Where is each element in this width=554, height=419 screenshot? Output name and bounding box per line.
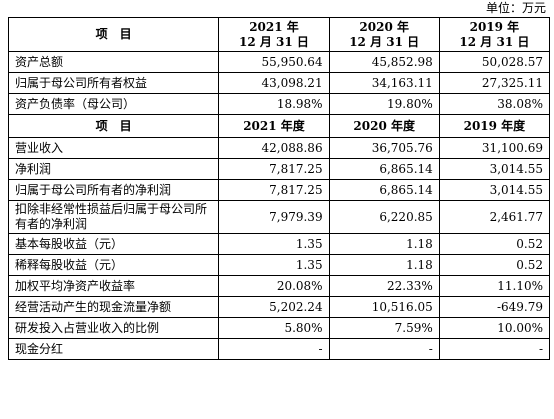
value-cell: 3,014.55 [438,158,551,180]
value-cell: 1.35 [218,254,330,276]
year-header-2019: 2019 年度 [438,114,551,138]
row-label: 基本每股收益（元） [7,233,220,255]
value-cell: 45,852.98 [328,51,440,73]
income-header-row: 项 目 2021 年度 2020 年度 2019 年度 [7,114,551,138]
table-row: 归属于母公司所有者的净利润 7,817.25 6,865.14 3,014.55 [7,179,551,201]
value-cell: 31,100.69 [438,137,551,159]
value-cell: 55,950.64 [218,51,330,73]
financial-summary-table: 项 目 2021 年 12 月 31 日 2020 年 12 月 31 日 2019… [7,17,551,360]
table-row: 资产总额 55,950.64 45,852.98 50,028.57 [7,51,551,73]
value-cell: 1.35 [218,233,330,255]
row-label: 净利润 [7,158,220,180]
table-row: 稀释每股收益（元） 1.35 1.18 0.52 [7,254,551,276]
balance-header-row: 项 目 2021 年 12 月 31 日 2020 年 12 月 31 日 2019… [7,17,551,52]
value-cell: 0.52 [438,254,551,276]
value-cell: 36,705.76 [328,137,440,159]
value-cell: 1.18 [328,254,440,276]
row-label: 稀释每股收益（元） [7,254,220,276]
value-cell: 50,028.57 [438,51,551,73]
row-label: 营业收入 [7,137,220,159]
value-cell: - [438,338,551,360]
value-cell: 7,979.39 [218,200,330,234]
table-row: 现金分红 - - - [7,338,551,360]
table-row: 归属于母公司所有者权益 43,098.21 34,163.11 27,325.1… [7,72,551,94]
year-header-2021: 2021 年度 [218,114,330,138]
table-row: 营业收入 42,088.86 36,705.76 31,100.69 [7,137,551,159]
year-header-2019: 2019 年 12 月 31 日 [438,17,551,52]
value-cell: 7.59% [328,317,440,339]
item-header: 项 目 [7,17,220,52]
value-cell: 6,865.14 [328,158,440,180]
value-cell: 11.10% [438,275,551,297]
table-row: 资产负债率（母公司） 18.98% 19.80% 38.08% [7,93,551,115]
row-label: 加权平均净资产收益率 [7,275,220,297]
value-cell: 10.00% [438,317,551,339]
value-cell: 5.80% [218,317,330,339]
row-label: 归属于母公司所有者权益 [7,72,220,94]
row-label: 归属于母公司所有者的净利润 [7,179,220,201]
unit-label: 单位：万元 [485,1,546,15]
row-label: 资产负债率（母公司） [7,93,220,115]
value-cell: 42,088.86 [218,137,330,159]
value-cell: 2,461.77 [438,200,551,234]
value-cell: 1.18 [328,233,440,255]
year-header-2020: 2020 年 12 月 31 日 [328,17,440,52]
value-cell: 19.80% [328,93,440,115]
value-cell: 5,202.24 [218,296,330,318]
value-cell: 34,163.11 [328,72,440,94]
item-header: 项 目 [7,114,220,138]
table-row: 经营活动产生的现金流量净额 5,202.24 10,516.05 -649.79 [7,296,551,318]
row-label: 经营活动产生的现金流量净额 [7,296,220,318]
table-row: 净利润 7,817.25 6,865.14 3,014.55 [7,158,551,180]
row-label: 扣除非经常性损益后归属于母公司所有者的净利润 [7,200,220,234]
value-cell: 43,098.21 [218,72,330,94]
value-cell: 6,865.14 [328,179,440,201]
value-cell: 18.98% [218,93,330,115]
year-header-2020: 2020 年度 [328,114,440,138]
row-label: 研发投入占营业收入的比例 [7,317,220,339]
table-row: 加权平均净资产收益率 20.08% 22.33% 11.10% [7,275,551,297]
value-cell: - [218,338,330,360]
table-row: 研发投入占营业收入的比例 5.80% 7.59% 10.00% [7,317,551,339]
value-cell: 38.08% [438,93,551,115]
row-label: 资产总额 [7,51,220,73]
table-row: 扣除非经常性损益后归属于母公司所有者的净利润 7,979.39 6,220.85… [7,200,551,234]
value-cell: 7,817.25 [218,158,330,180]
value-cell: 3,014.55 [438,179,551,201]
value-cell: - [328,338,440,360]
value-cell: -649.79 [438,296,551,318]
value-cell: 10,516.05 [328,296,440,318]
value-cell: 27,325.11 [438,72,551,94]
value-cell: 0.52 [438,233,551,255]
value-cell: 22.33% [328,275,440,297]
value-cell: 7,817.25 [218,179,330,201]
table-row: 基本每股收益（元） 1.35 1.18 0.52 [7,233,551,255]
value-cell: 20.08% [218,275,330,297]
year-header-2021: 2021 年 12 月 31 日 [218,17,330,52]
row-label: 现金分红 [7,338,220,360]
value-cell: 6,220.85 [328,200,440,234]
